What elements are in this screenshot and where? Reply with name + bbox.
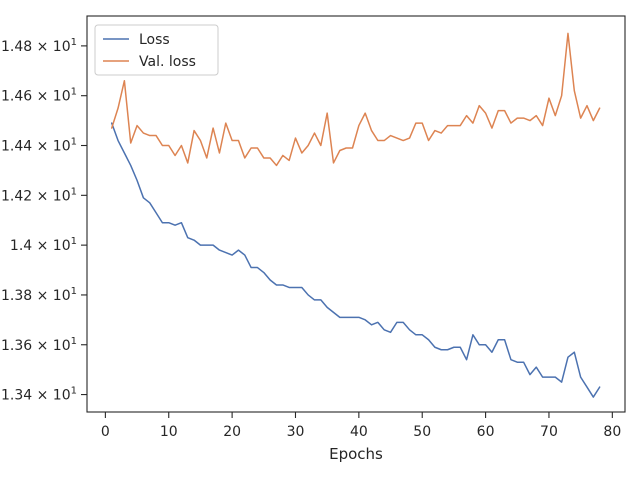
legend-label: Loss (139, 32, 170, 48)
x-tick-label: 0 (101, 424, 110, 440)
y-tick-mantissa: 1.4 (10, 238, 32, 254)
y-tick-mantissa: 1.36 (1, 338, 32, 354)
y-tick-label: 1.38 × 101 (1, 286, 77, 304)
y-tick-mantissa: 1.34 (1, 388, 32, 404)
y-tick-mantissa: 1.38 (1, 288, 32, 304)
times-sign: × 10 (32, 188, 70, 204)
y-tick-mantissa: 1.42 (1, 188, 32, 204)
series-line-val-loss (110, 32, 601, 167)
y-tick-mantissa: 1.46 (1, 89, 32, 105)
y-tick-exponent: 1 (71, 186, 77, 197)
y-tick-label: 1.4 × 101 (10, 236, 77, 254)
series-line-loss (110, 122, 601, 398)
legend-label: Val. loss (139, 54, 196, 70)
x-tick-label: 10 (160, 424, 178, 440)
y-tick-label: 1.36 × 101 (1, 336, 77, 354)
x-tick-label: 30 (287, 424, 305, 440)
times-sign: × 10 (32, 89, 70, 105)
y-tick-label: 1.44 × 101 (1, 137, 77, 155)
plot-frame (86, 15, 626, 413)
legend: Loss Val. loss (94, 24, 219, 76)
y-tick-label: 1.34 × 101 (1, 386, 77, 404)
times-sign: × 10 (32, 288, 70, 304)
y-tick-mantissa: 1.44 (1, 139, 32, 155)
x-tick-label: 60 (477, 424, 495, 440)
times-sign: × 10 (32, 238, 70, 254)
x-tick-label: 50 (413, 424, 431, 440)
y-tick-exponent: 1 (71, 37, 77, 48)
times-sign: × 10 (32, 139, 70, 155)
y-tick-exponent: 1 (71, 236, 77, 247)
times-sign: × 10 (32, 388, 70, 404)
y-tick-exponent: 1 (71, 336, 77, 347)
times-sign: × 10 (32, 338, 70, 354)
legend-box (94, 24, 219, 76)
y-tick-exponent: 1 (71, 386, 77, 397)
y-tick-exponent: 1 (71, 137, 77, 148)
x-tick-label: 70 (540, 424, 558, 440)
x-axis-label: Epochs (329, 445, 383, 463)
y-tick-label: 1.46 × 101 (1, 87, 77, 105)
x-tick-label: 80 (603, 424, 621, 440)
y-tick-mantissa: 1.48 (1, 39, 32, 55)
y-tick-exponent: 1 (71, 286, 77, 297)
x-tick-label: 40 (350, 424, 368, 440)
y-tick-exponent: 1 (71, 87, 77, 98)
y-tick-label: 1.42 × 101 (1, 186, 77, 204)
x-tick-label: 20 (223, 424, 241, 440)
x-axis: 0 10 20 30 40 50 60 70 80 (101, 412, 621, 440)
plot-series (110, 32, 601, 398)
y-tick-label: 1.48 × 101 (1, 37, 77, 55)
times-sign: × 10 (32, 39, 70, 55)
